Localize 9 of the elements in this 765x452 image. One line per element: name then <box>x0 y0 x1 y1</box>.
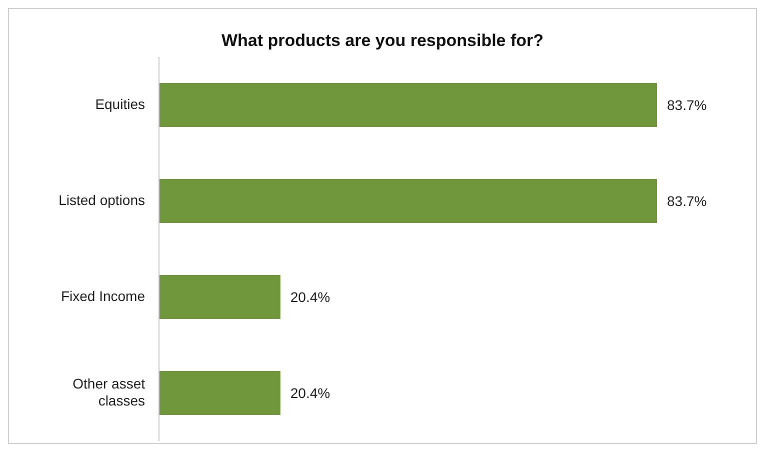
data-label: 20.4% <box>290 384 330 401</box>
y-tick-label: Other asset classes <box>72 375 146 408</box>
y-tick-label: Listed options <box>58 192 145 208</box>
y-tick-label: Equities <box>95 96 145 112</box>
data-label: 20.4% <box>290 288 330 305</box>
data-label: 83.7% <box>667 96 707 113</box>
y-tick-label: Fixed Income <box>60 288 146 304</box>
chart-title: What products are you responsible for? <box>220 30 545 52</box>
data-label: 83.7% <box>667 192 707 209</box>
